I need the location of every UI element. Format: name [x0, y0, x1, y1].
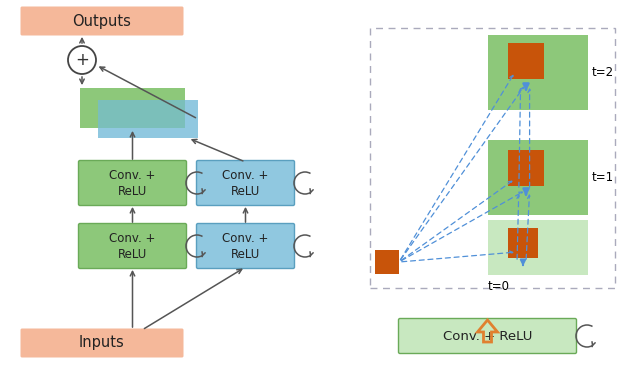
Text: t=2: t=2 [592, 66, 614, 79]
FancyBboxPatch shape [399, 319, 577, 353]
FancyBboxPatch shape [196, 224, 294, 269]
Bar [488, 35, 588, 110]
FancyBboxPatch shape [196, 160, 294, 205]
Text: t=1: t=1 [592, 171, 614, 184]
Bar [488, 220, 588, 275]
Text: Conv. +
ReLU: Conv. + ReLU [109, 232, 156, 261]
Text: Conv. +
ReLU: Conv. + ReLU [222, 169, 269, 197]
Bar [508, 150, 544, 186]
Bar [508, 228, 538, 258]
Bar [80, 88, 185, 128]
Bar [508, 43, 544, 79]
FancyBboxPatch shape [79, 224, 186, 269]
Text: +: + [75, 51, 89, 69]
Bar [98, 100, 198, 138]
Text: Conv. +
ReLU: Conv. + ReLU [109, 169, 156, 197]
FancyBboxPatch shape [79, 160, 186, 205]
Text: Conv. + ReLU: Conv. + ReLU [443, 329, 532, 343]
Text: Outputs: Outputs [72, 13, 131, 28]
Text: Inputs: Inputs [79, 335, 125, 350]
Bar [375, 250, 399, 274]
FancyBboxPatch shape [20, 6, 184, 36]
Bar [370, 28, 615, 288]
Bar [488, 140, 588, 215]
FancyBboxPatch shape [20, 328, 184, 358]
Text: Conv. +
ReLU: Conv. + ReLU [222, 232, 269, 261]
Text: t=0: t=0 [488, 280, 510, 294]
Bar [98, 100, 185, 128]
